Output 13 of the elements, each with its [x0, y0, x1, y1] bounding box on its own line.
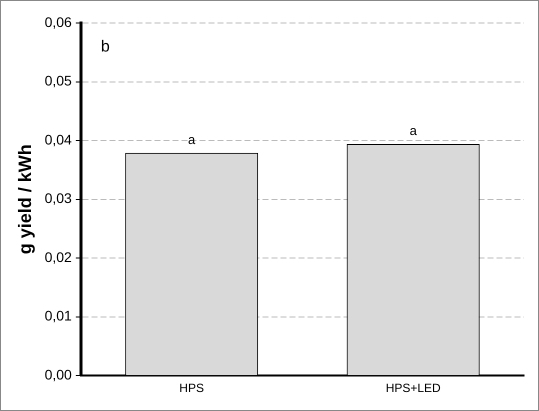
y-tick-label: 0,02	[44, 248, 72, 265]
y-tick-label: 0,01	[44, 308, 72, 324]
y-tick-label: 0,06	[44, 14, 72, 30]
x-tick-label: HPS+LED	[386, 381, 442, 396]
y-tick-label: 0,00	[44, 366, 72, 382]
y-tick-label: 0,03	[44, 190, 72, 206]
annotation: a	[188, 132, 196, 147]
y-axis-title: g yield / kWh	[14, 144, 35, 254]
y-tick-label: 0,05	[44, 72, 72, 89]
annotation: a	[410, 123, 418, 138]
y-tick-label: 0,04	[44, 131, 72, 148]
annotation: b	[100, 38, 110, 56]
x-tick-label: HPS	[179, 381, 204, 396]
